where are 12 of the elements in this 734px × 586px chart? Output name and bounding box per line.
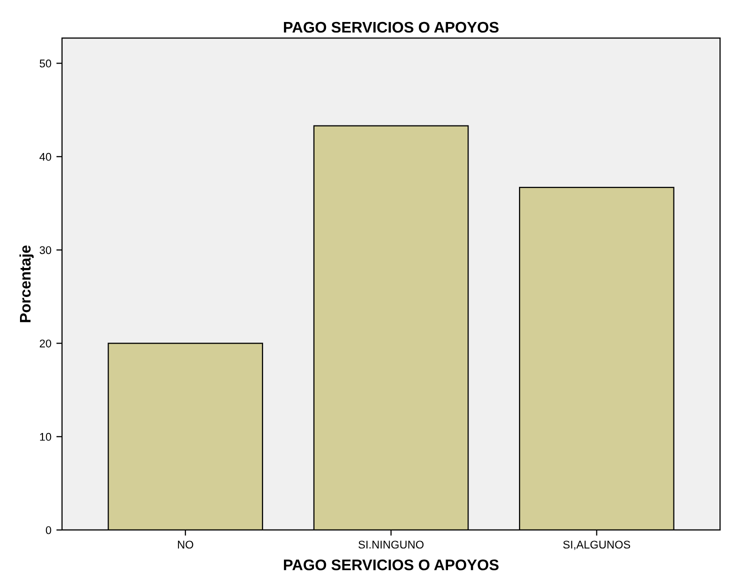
y-axis-title: Porcentaje bbox=[19, 245, 34, 322]
x-axis-title: PAGO SERVICIOS O APOYOS bbox=[284, 559, 499, 570]
x-tick-label: NO bbox=[178, 540, 194, 549]
y-tick-label: 0 bbox=[46, 526, 52, 534]
x-tick-label: SI,ALGUNOS bbox=[563, 540, 630, 550]
y-tick-label: 30 bbox=[40, 246, 52, 254]
y-tick-label: 40 bbox=[40, 152, 52, 161]
y-tick-label: 10 bbox=[40, 432, 52, 441]
x-tick-label: SI.NINGUNO bbox=[358, 540, 424, 549]
chart-title: PAGO SERVICIOS O APOYOS bbox=[284, 22, 499, 33]
y-tick-label: 50 bbox=[40, 60, 52, 68]
y-tick-label: 20 bbox=[40, 340, 52, 348]
